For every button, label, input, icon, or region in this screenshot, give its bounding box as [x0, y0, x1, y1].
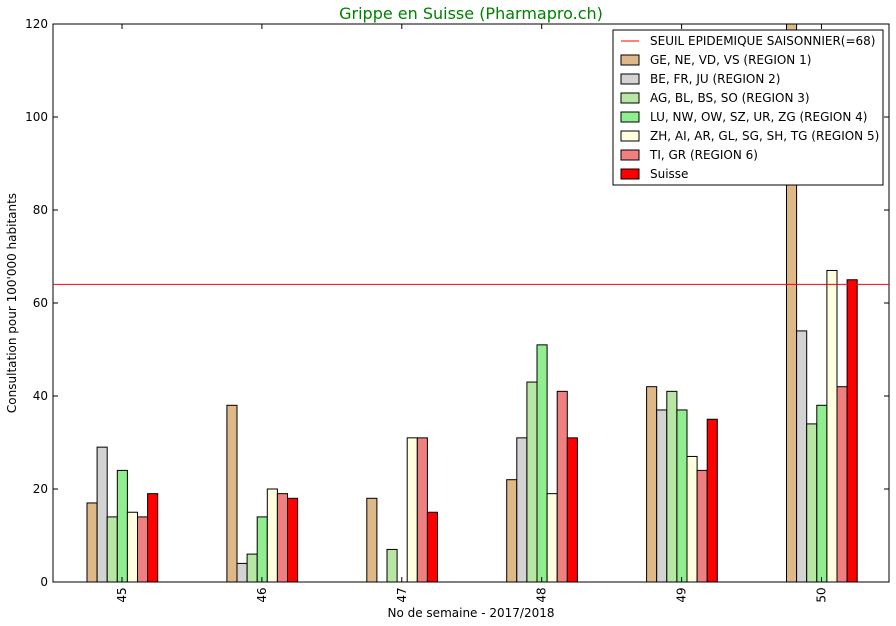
bar [806, 423, 818, 583]
x-tick-label: 46 [255, 587, 269, 602]
bar [416, 437, 428, 583]
y-tick-label: 60 [33, 296, 48, 310]
bar [816, 404, 828, 583]
bar [96, 446, 108, 583]
legend-swatch [620, 111, 640, 123]
legend-label: LU, NW, OW, SZ, UR, ZG (REGION 4) [650, 110, 867, 124]
chart-title: Grippe en Suisse (Pharmapro.ch) [339, 4, 603, 23]
y-tick-label: 40 [33, 389, 48, 403]
bar [246, 553, 258, 583]
bar [386, 548, 398, 583]
bar [406, 437, 418, 583]
bar [516, 437, 528, 583]
legend-label: AG, BL, BS, SO (REGION 3) [650, 91, 810, 105]
x-tick-label: 49 [675, 587, 689, 602]
bar [566, 437, 578, 583]
bar [426, 511, 438, 583]
bar [536, 344, 548, 583]
legend-swatch [620, 168, 640, 180]
x-tick-label: 50 [815, 587, 829, 602]
x-tick-label: 45 [115, 587, 129, 602]
x-tick-label: 48 [535, 587, 549, 602]
bar [656, 409, 668, 583]
legend-label: ZH, AI, AR, GL, SG, SH, TG (REGION 5) [650, 129, 879, 143]
bar [666, 390, 678, 583]
legend-label: Suisse [650, 167, 688, 181]
bars-group [86, 23, 858, 583]
bar [236, 562, 248, 583]
y-tick-label: 80 [33, 203, 48, 217]
bar [836, 386, 848, 583]
bar [556, 390, 568, 583]
bar [256, 516, 268, 583]
bar [366, 497, 378, 583]
bar [147, 493, 159, 583]
x-axis-label: No de semaine - 2017/2018 [387, 606, 554, 620]
y-tick-label: 120 [25, 17, 48, 31]
legend-box [612, 29, 884, 186]
legend: SEUIL EPIDEMIQUE SAISONNIER(=68) GE, NE, … [612, 29, 884, 186]
bar [826, 269, 838, 583]
plot-area [52, 23, 890, 583]
y-tick-label: 0 [40, 575, 48, 589]
bar [116, 469, 128, 583]
legend-swatch [620, 73, 640, 85]
bar [696, 469, 708, 583]
bar [137, 516, 149, 583]
y-axis: 0 20 40 60 80 100 120 [25, 17, 889, 589]
legend-swatch [620, 149, 640, 161]
legend-label: TI, GR (REGION 6) [649, 148, 758, 162]
bar [287, 497, 299, 583]
legend-swatch [620, 54, 640, 66]
bar [226, 404, 238, 583]
bar [86, 502, 98, 583]
bar [686, 455, 698, 583]
legend-label: BE, FR, JU (REGION 2) [650, 72, 780, 86]
legend-items: SEUIL EPIDEMIQUE SAISONNIER(=68) GE, NE, … [620, 34, 879, 181]
bar [706, 418, 718, 583]
bar [786, 23, 798, 583]
x-tick-label: 47 [395, 587, 409, 602]
legend-swatch [620, 92, 640, 104]
bar [546, 493, 558, 583]
bar [506, 479, 518, 583]
bar [676, 409, 688, 583]
legend-label: SEUIL EPIDEMIQUE SAISONNIER(=68) [650, 34, 875, 48]
y-tick-label: 20 [33, 482, 48, 496]
bar [796, 330, 808, 583]
bar [846, 279, 858, 583]
bar [126, 511, 139, 583]
bar [646, 386, 658, 583]
legend-label: GE, NE, VD, VS (REGION 1) [650, 53, 811, 67]
y-tick-label: 100 [25, 110, 48, 124]
bar [276, 493, 288, 583]
legend-swatch [620, 130, 640, 142]
y-axis-label: Consultation pour 100'000 habitants [5, 193, 19, 413]
x-axis: 45 46 47 48 49 50 [115, 24, 829, 603]
bar [106, 516, 118, 583]
bar [526, 381, 538, 583]
bar [266, 488, 278, 583]
